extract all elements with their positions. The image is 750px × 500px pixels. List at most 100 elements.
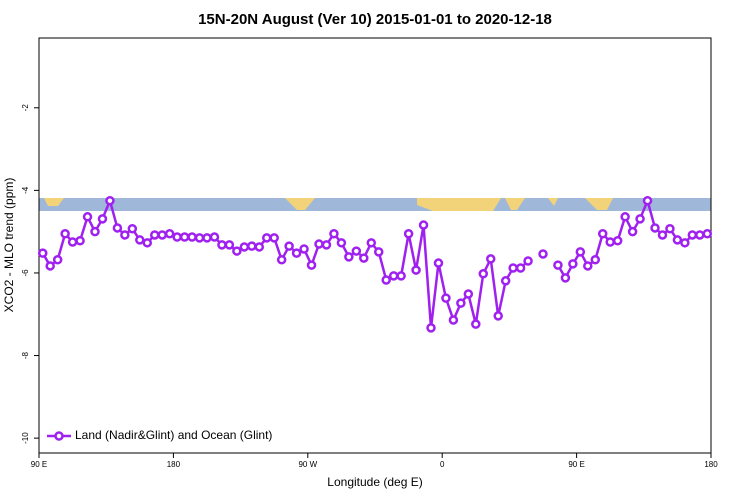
data-point: [426, 323, 436, 333]
chart-title: 15N-20N August (Ver 10) 2015-01-01 to 20…: [198, 11, 552, 28]
data-point: [373, 247, 384, 257]
x-tick-label: 180: [167, 460, 181, 469]
data-point: [67, 237, 78, 247]
data-point: [284, 241, 294, 251]
data-point: [657, 230, 668, 240]
data-point: [336, 238, 347, 248]
data-point: [665, 224, 675, 234]
data-point: [471, 319, 481, 329]
legend-marker: [54, 431, 64, 441]
y-axis-label: XCO2 - MLO trend (ppm): [2, 178, 16, 313]
x-tick-label: 0: [440, 460, 445, 469]
map-strip: [39, 198, 711, 211]
data-point: [612, 236, 623, 246]
data-point: [433, 258, 444, 268]
data-point: [321, 240, 332, 250]
data-point: [52, 254, 63, 265]
data-point: [448, 315, 459, 325]
data-point: [329, 228, 339, 239]
data-point: [239, 242, 250, 252]
y-tick-label: -6: [21, 269, 30, 277]
data-point: [351, 246, 362, 256]
data-point: [217, 240, 227, 250]
data-point: [441, 293, 451, 303]
data-point: [164, 228, 175, 239]
y-tick-label: -4: [21, 186, 30, 194]
data-point: [642, 195, 653, 206]
y-tick-label: -10: [21, 432, 30, 444]
data-point: [209, 232, 220, 242]
data-point: [314, 239, 324, 249]
data-point: [247, 241, 257, 251]
data-point: [456, 298, 466, 308]
data-point: [620, 212, 630, 222]
data-point: [112, 223, 123, 233]
plot-frame: [38, 37, 712, 454]
data-point: [650, 223, 660, 233]
data-point: [597, 228, 608, 239]
x-tick-label: 90 E: [568, 460, 584, 469]
x-tick-label: 90 W: [298, 460, 317, 469]
data-point: [627, 226, 638, 237]
data-point: [45, 261, 55, 271]
data-point: [344, 252, 354, 262]
data-point: [179, 232, 190, 242]
data-point: [418, 220, 429, 230]
data-point: [82, 212, 93, 222]
data-point: [695, 230, 705, 240]
data-point: [672, 235, 683, 245]
data-point: [590, 254, 601, 265]
data-point: [680, 238, 690, 248]
data-point: [463, 289, 474, 299]
x-axis-label: Longitude (deg E): [327, 475, 422, 489]
data-point: [105, 195, 115, 206]
data-point: [232, 246, 242, 256]
data-point: [187, 232, 197, 242]
data-point: [120, 230, 130, 240]
data-point: [254, 242, 265, 252]
data-point: [261, 233, 272, 243]
x-tick-label: 180: [704, 460, 718, 469]
data-point: [605, 237, 615, 247]
data-point: [269, 233, 279, 243]
data-point: [478, 269, 489, 279]
data-point: [553, 260, 563, 270]
data-point: [687, 230, 698, 240]
data-point: [635, 214, 645, 224]
data-point: [135, 235, 145, 245]
data-point: [702, 228, 713, 239]
data-point: [568, 259, 578, 269]
data-point: [500, 276, 511, 286]
data-point: [202, 233, 212, 243]
data-point: [515, 263, 526, 273]
data-point: [149, 230, 160, 240]
data-point: [508, 263, 518, 273]
data-point: [485, 254, 496, 264]
data-point: [60, 228, 70, 239]
data-point: [157, 230, 167, 240]
legend-label: Land (Nadir&Glint) and Ocean (Glint): [75, 428, 272, 442]
data-point: [381, 275, 391, 285]
data-point: [142, 238, 153, 248]
y-tick-label: -2: [21, 104, 30, 112]
data-point: [127, 224, 138, 234]
data-point: [299, 244, 309, 254]
data-point: [388, 271, 399, 281]
data-point: [276, 254, 287, 265]
x-tick-label: 90 E: [31, 460, 47, 469]
y-tick-label: -8: [21, 351, 30, 359]
data-point: [37, 248, 48, 258]
data-point: [172, 232, 182, 242]
series-line: [41, 196, 708, 329]
data-point: [560, 273, 571, 283]
data-point: [396, 271, 406, 281]
data-point: [224, 240, 235, 250]
data-point: [523, 256, 533, 266]
data-point: [90, 226, 100, 237]
data-point: [306, 260, 317, 270]
data-point: [403, 228, 414, 239]
data-point: [97, 214, 108, 224]
data-point: [291, 248, 302, 258]
data-point: [366, 238, 377, 248]
